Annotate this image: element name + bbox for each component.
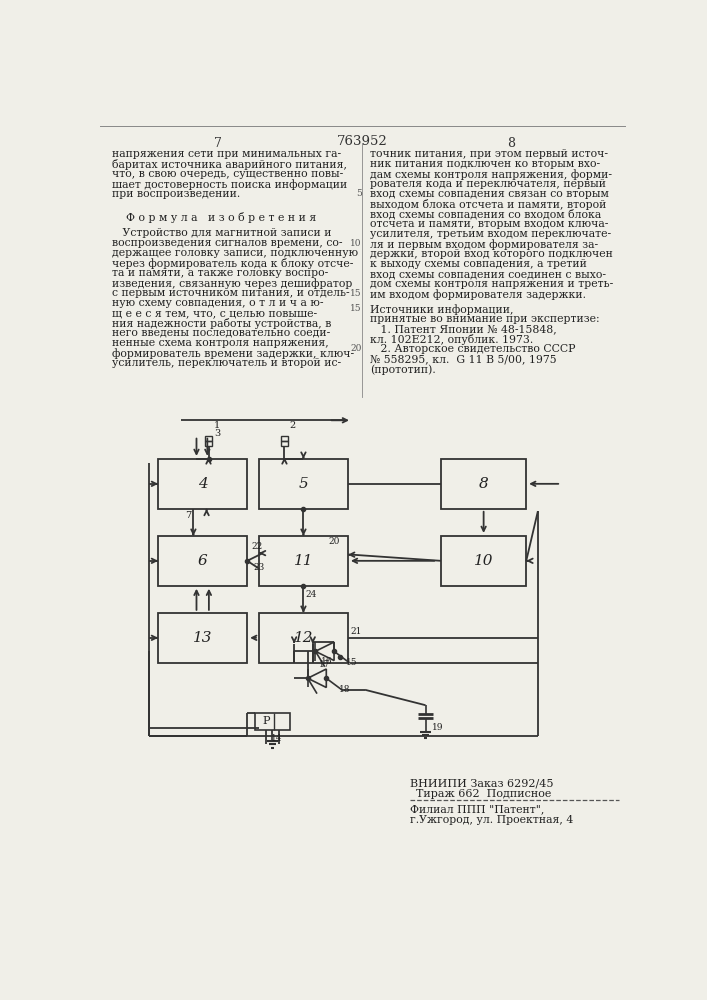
Text: ля и первым входом формирователя за-: ля и первым входом формирователя за- [370, 239, 598, 250]
Text: 16: 16 [321, 657, 332, 666]
Text: 3: 3 [214, 429, 220, 438]
Bar [281, 441, 288, 446]
Text: шает достоверность поиска информации: шает достоверность поиска информации [112, 179, 347, 190]
Text: 11: 11 [293, 554, 313, 568]
Text: 2: 2 [290, 421, 296, 430]
Text: напряжения сети при минимальных га-: напряжения сети при минимальных га- [112, 149, 341, 159]
Text: № 558295, кл.  G 11 B 5/00, 1975: № 558295, кл. G 11 B 5/00, 1975 [370, 354, 556, 364]
Text: 21: 21 [351, 627, 362, 636]
Text: 2. Авторское свидетельство СССР: 2. Авторское свидетельство СССР [370, 344, 575, 354]
Text: 14: 14 [271, 734, 282, 743]
Text: 10: 10 [351, 239, 362, 248]
Bar [259, 459, 348, 509]
Text: Тираж 662  Подписное: Тираж 662 Подписное [416, 789, 551, 799]
Bar [259, 613, 348, 663]
Text: (прототип).: (прототип). [370, 364, 436, 375]
Bar [158, 459, 247, 509]
Text: 22: 22 [251, 542, 262, 551]
Text: 5: 5 [298, 477, 308, 491]
Text: к выходу схемы совпадения, а третий: к выходу схемы совпадения, а третий [370, 259, 587, 269]
Text: 19: 19 [432, 723, 443, 732]
Text: 17: 17 [319, 660, 330, 669]
Text: что, в свою очередь, существенно повы-: что, в свою очередь, существенно повы- [112, 169, 343, 179]
Text: с первым источником питания, и отдель-: с первым источником питания, и отдель- [112, 288, 349, 298]
Text: Источники информации,: Источники информации, [370, 304, 513, 315]
Text: ную схему совпадения, о т л и ч а ю-: ную схему совпадения, о т л и ч а ю- [112, 298, 323, 308]
Text: 10: 10 [474, 554, 493, 568]
Text: 15: 15 [351, 289, 362, 298]
Bar [259, 536, 348, 586]
Bar [255, 713, 290, 730]
Text: него введены последовательно соеди-: него введены последовательно соеди- [112, 328, 330, 338]
Text: Устройство для магнитной записи и: Устройство для магнитной записи и [112, 228, 331, 238]
Text: 1: 1 [214, 421, 220, 430]
Bar [441, 536, 526, 586]
Text: 8: 8 [507, 137, 515, 150]
Bar [158, 613, 247, 663]
Text: принятые во внимание при экспертизе:: принятые во внимание при экспертизе: [370, 314, 600, 324]
Text: рователя кода и переключателя, первый: рователя кода и переключателя, первый [370, 179, 606, 189]
Text: 5: 5 [356, 189, 362, 198]
Text: при воспроизведении.: при воспроизведении. [112, 189, 240, 199]
Text: держки, второй вход которого подключен: держки, второй вход которого подключен [370, 249, 612, 259]
Text: 1. Патент Японии № 48-15848,: 1. Патент Японии № 48-15848, [370, 324, 556, 334]
Text: ник питания подключен ко вторым вхо-: ник питания подключен ко вторым вхо- [370, 159, 600, 169]
Text: 13: 13 [193, 631, 212, 645]
Text: 15: 15 [346, 658, 358, 667]
Text: держащее головку записи, подключенную: держащее головку записи, подключенную [112, 248, 358, 258]
Text: 23: 23 [253, 563, 264, 572]
Text: 18: 18 [339, 685, 350, 694]
Text: изведения, связанную через дешифратор: изведения, связанную через дешифратор [112, 278, 352, 289]
Text: Филиал ППП "Патент",: Филиал ППП "Патент", [410, 804, 544, 814]
Bar [204, 436, 212, 441]
Text: вход схемы совпадения соединен с выхо-: вход схемы совпадения соединен с выхо- [370, 269, 606, 279]
Text: точник питания, при этом первый источ-: точник питания, при этом первый источ- [370, 149, 608, 159]
Text: 15: 15 [351, 304, 362, 313]
Text: ния надежности работы устройства, в: ния надежности работы устройства, в [112, 318, 331, 329]
Text: та и памяти, а также головку воспро-: та и памяти, а также головку воспро- [112, 268, 328, 278]
Text: формирователь времени задержки, ключ-: формирователь времени задержки, ключ- [112, 348, 354, 359]
Text: 7: 7 [185, 511, 191, 520]
Text: 8: 8 [479, 477, 489, 491]
Text: 7: 7 [214, 137, 222, 150]
Text: 763952: 763952 [337, 135, 388, 148]
Text: P: P [263, 716, 270, 726]
Text: 12: 12 [293, 631, 313, 645]
Text: вход схемы совпадения со входом блока: вход схемы совпадения со входом блока [370, 209, 601, 220]
Text: дом схемы контроля напряжения и треть-: дом схемы контроля напряжения и треть- [370, 279, 613, 289]
Text: 6: 6 [198, 554, 208, 568]
Text: 24: 24 [305, 590, 317, 599]
Text: 4: 4 [198, 477, 208, 491]
Text: вход схемы совпадения связан со вторым: вход схемы совпадения связан со вторым [370, 189, 609, 199]
Text: дам схемы контроля напряжения, форми-: дам схемы контроля напряжения, форми- [370, 169, 612, 180]
Text: кл. 102Е212, опублик. 1973.: кл. 102Е212, опублик. 1973. [370, 334, 533, 345]
Text: баритах источника аварийного питания,: баритах источника аварийного питания, [112, 159, 346, 170]
Text: усилителя, третьим входом переключате-: усилителя, третьим входом переключате- [370, 229, 611, 239]
Text: щ е е с я тем, что, с целью повыше-: щ е е с я тем, что, с целью повыше- [112, 308, 317, 318]
Text: ВНИИПИ Заказ 6292/45: ВНИИПИ Заказ 6292/45 [410, 778, 554, 788]
Bar [158, 536, 247, 586]
Text: через формирователь кода к блоку отсче-: через формирователь кода к блоку отсче- [112, 258, 353, 269]
Text: усилитель, переключатель и второй ис-: усилитель, переключатель и второй ис- [112, 358, 341, 368]
Bar [204, 441, 212, 446]
Text: 20: 20 [329, 537, 340, 546]
Bar [441, 459, 526, 509]
Text: отсчета и памяти, вторым входом ключа-: отсчета и памяти, вторым входом ключа- [370, 219, 608, 229]
Text: Ф о р м у л а   и з о б р е т е н и я: Ф о р м у л а и з о б р е т е н и я [126, 212, 316, 223]
Text: г.Ужгород, ул. Проектная, 4: г.Ужгород, ул. Проектная, 4 [410, 815, 573, 825]
Text: 20: 20 [351, 344, 362, 353]
Text: воспроизведения сигналов времени, со-: воспроизведения сигналов времени, со- [112, 238, 342, 248]
Bar [281, 436, 288, 441]
Text: ненные схема контроля напряжения,: ненные схема контроля напряжения, [112, 338, 328, 348]
Text: им входом формирователя задержки.: им входом формирователя задержки. [370, 289, 585, 300]
Text: выходом блока отсчета и памяти, второй: выходом блока отсчета и памяти, второй [370, 199, 606, 210]
